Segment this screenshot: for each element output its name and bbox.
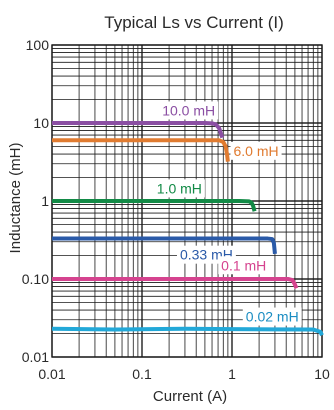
tick-labels: 0.01 0.1 1 10 100 10 1 0.10 0.01	[22, 37, 330, 382]
series-label-bg-1	[230, 141, 282, 160]
series-label-4: 0.1 mH	[221, 257, 266, 273]
series-label-bg-4	[218, 256, 270, 275]
y-tick-label-0: 100	[26, 37, 50, 53]
series-label-0: 10.0 mH	[162, 102, 215, 118]
chart-title: Typical Ls vs Current (I)	[104, 13, 284, 32]
series-line-2	[52, 199, 257, 212]
x-tick-label-0: 0.01	[38, 366, 65, 382]
series-line-1	[52, 138, 230, 162]
x-tick-label-1: 0.1	[132, 366, 152, 382]
series-label-bg-0	[159, 101, 219, 120]
series-label-5: 0.02 mH	[246, 309, 299, 325]
x-tick-label-3: 10	[314, 366, 330, 382]
series-line-0	[52, 121, 225, 139]
x-axis-label: Current (A)	[153, 388, 227, 405]
series-line-4	[52, 277, 299, 290]
x-tick-label-2: 1	[228, 366, 236, 382]
y-tick-label-4: 0.01	[22, 349, 49, 365]
series-label-1: 6.0 mH	[233, 143, 278, 159]
series-group	[51, 121, 324, 337]
series-label-bg-2	[153, 179, 205, 198]
y-tick-label-3: 0.10	[22, 271, 49, 287]
series-labels: 10.0 mH6.0 mH1.0 mH0.33 mH0.1 mH0.02 mH	[153, 101, 302, 326]
y-axis-label: Inductance (mH)	[7, 143, 24, 254]
series-line-5	[51, 326, 324, 337]
series-line-3	[52, 236, 277, 255]
series-label-bg-5	[242, 307, 302, 326]
y-tick-label-1: 10	[33, 115, 49, 131]
y-tick-label-2: 1	[41, 193, 49, 209]
series-label-2: 1.0 mH	[157, 180, 202, 196]
